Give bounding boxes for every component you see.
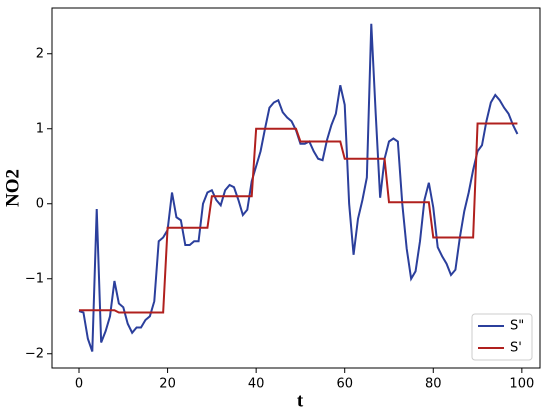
- y-tick-label: −1: [25, 271, 44, 286]
- y-tick-label: −2: [25, 346, 44, 361]
- y-axis-label: NO2: [2, 169, 23, 207]
- x-tick-label: 60: [336, 377, 353, 392]
- series-line: [79, 122, 518, 314]
- y-tick-label: 2: [36, 46, 44, 61]
- y-tick-label: 0: [36, 196, 44, 211]
- legend-label: S": [510, 319, 524, 334]
- y-tick-label: 1: [36, 121, 44, 136]
- x-axis-label: t: [297, 390, 304, 411]
- x-tick-label: 40: [248, 377, 265, 392]
- series-line: [78, 23, 519, 352]
- x-tick-label: 100: [509, 377, 534, 392]
- x-tick-label: 80: [425, 377, 442, 392]
- legend-label: S': [510, 341, 522, 356]
- x-tick-label: 20: [159, 377, 176, 392]
- x-tick-label: 0: [75, 377, 83, 392]
- legend: S" S': [471, 313, 533, 361]
- plot-frame: [51, 7, 541, 369]
